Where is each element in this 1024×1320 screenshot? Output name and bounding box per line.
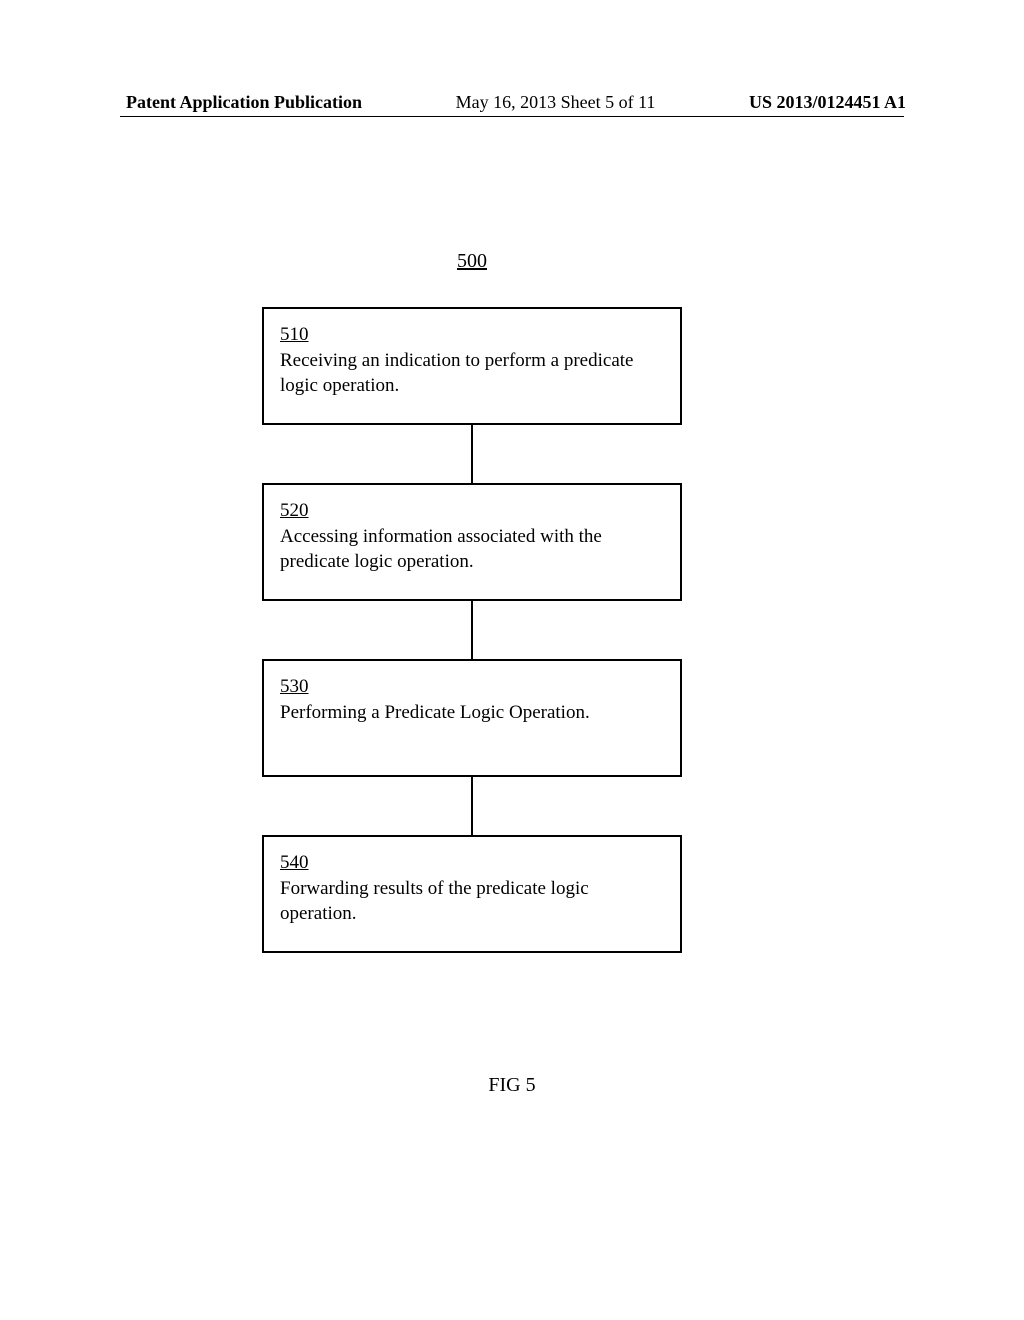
header-center: May 16, 2013 Sheet 5 of 11 bbox=[456, 92, 656, 113]
connector bbox=[471, 777, 473, 835]
flow-box-530: 530 Performing a Predicate Logic Operati… bbox=[262, 659, 682, 777]
box-text: Receiving an indication to perform a pre… bbox=[280, 350, 633, 395]
page-header: Patent Application Publication May 16, 2… bbox=[0, 92, 1024, 113]
header-rule bbox=[120, 116, 904, 117]
box-text: Accessing information associated with th… bbox=[280, 526, 602, 571]
flowchart-500: 500 510 Receiving an indication to perfo… bbox=[262, 250, 682, 953]
header-left: Patent Application Publication bbox=[126, 92, 362, 113]
figure-caption: FIG 5 bbox=[0, 1074, 1024, 1097]
box-text: Forwarding results of the predicate logi… bbox=[280, 878, 589, 923]
header-right: US 2013/0124451 A1 bbox=[749, 92, 906, 113]
flow-box-540: 540 Forwarding results of the predicate … bbox=[262, 835, 682, 953]
box-number: 530 bbox=[280, 675, 664, 699]
box-number: 520 bbox=[280, 499, 664, 523]
connector bbox=[471, 601, 473, 659]
figure-number: 500 bbox=[262, 250, 682, 273]
box-text: Performing a Predicate Logic Operation. bbox=[280, 702, 590, 723]
flow-box-510: 510 Receiving an indication to perform a… bbox=[262, 307, 682, 425]
flow-box-520: 520 Accessing information associated wit… bbox=[262, 483, 682, 601]
box-number: 540 bbox=[280, 851, 664, 875]
connector bbox=[471, 425, 473, 483]
box-number: 510 bbox=[280, 323, 664, 347]
